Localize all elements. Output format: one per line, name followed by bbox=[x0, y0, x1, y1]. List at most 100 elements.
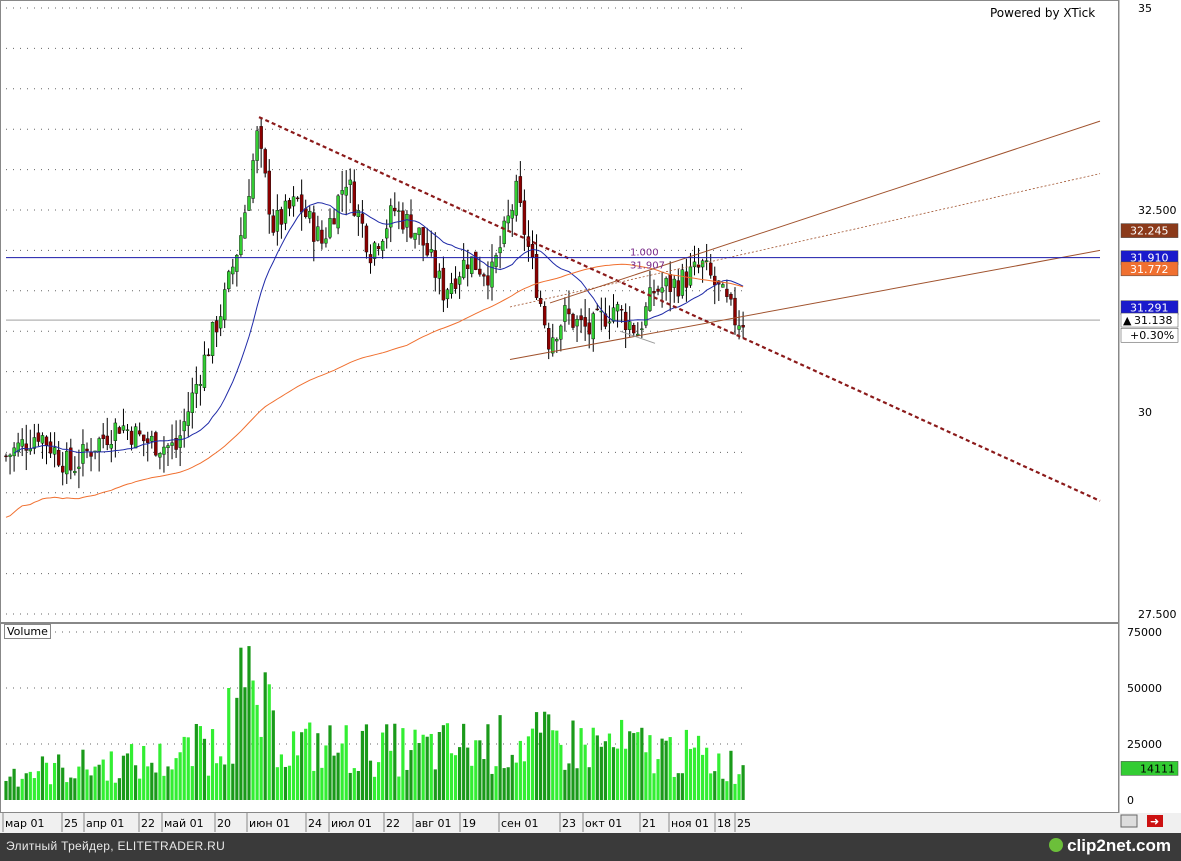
candle-body bbox=[166, 445, 170, 449]
volume-bar bbox=[583, 744, 587, 800]
volume-bar bbox=[721, 778, 725, 800]
volume-bar bbox=[656, 759, 660, 800]
volume-bar bbox=[571, 720, 575, 800]
volume-bar bbox=[308, 722, 312, 800]
volume-bar bbox=[32, 778, 36, 800]
footer-bar: Элитный Трейдер, ELITETRADER.RU clip2net… bbox=[0, 833, 1181, 861]
volume-bar bbox=[632, 733, 636, 800]
candle-body bbox=[186, 411, 190, 426]
date-axis-bg bbox=[0, 813, 1181, 833]
candle-body bbox=[190, 392, 195, 413]
candle-body bbox=[615, 304, 620, 312]
candle-body bbox=[453, 278, 458, 289]
candle-body bbox=[672, 278, 676, 288]
candle-body bbox=[271, 215, 275, 233]
candle-body bbox=[316, 226, 320, 241]
candle-body bbox=[299, 194, 304, 213]
volume-bar bbox=[12, 768, 16, 800]
candle-body bbox=[332, 218, 336, 225]
candle-body bbox=[684, 271, 689, 288]
volume-bar bbox=[138, 778, 142, 800]
volume-bar bbox=[291, 731, 296, 800]
volume-bar bbox=[356, 771, 360, 800]
last-price-marker-icon: ▲ bbox=[1123, 314, 1132, 327]
volume-bar bbox=[478, 740, 482, 800]
volume-bar bbox=[510, 754, 514, 800]
volume-bar bbox=[53, 762, 57, 800]
volume-bar bbox=[121, 755, 126, 800]
volume-bar bbox=[518, 740, 522, 800]
volume-bar bbox=[684, 729, 688, 800]
volume-tick-label: 75000 bbox=[1127, 626, 1162, 639]
volume-bar bbox=[283, 766, 288, 800]
volume-bar bbox=[352, 768, 356, 800]
candle-body bbox=[640, 328, 644, 331]
volume-bar bbox=[709, 773, 713, 800]
volume-tick-label: 25000 bbox=[1127, 738, 1162, 751]
fib-segment bbox=[619, 330, 656, 344]
price-tag bbox=[1120, 223, 1179, 238]
volume-panel-title: Volume bbox=[4, 624, 51, 639]
candle-body bbox=[267, 170, 271, 215]
candle-body bbox=[340, 190, 344, 195]
candle-body bbox=[56, 449, 61, 466]
candle-body bbox=[295, 197, 300, 200]
volume-bar bbox=[113, 782, 117, 800]
candle-body bbox=[482, 274, 486, 277]
candle-body bbox=[364, 225, 369, 253]
candle-body bbox=[733, 297, 737, 326]
volume-bar bbox=[417, 743, 421, 800]
volume-bar bbox=[409, 750, 413, 800]
volume-bar bbox=[300, 732, 304, 800]
candle-body bbox=[486, 275, 490, 286]
date-label: 25 bbox=[64, 817, 78, 830]
candle-body bbox=[510, 210, 514, 219]
candle-body bbox=[137, 430, 142, 435]
volume-bar bbox=[170, 769, 174, 800]
footer-caption: Элитный Трейдер, ELITETRADER.RU bbox=[6, 839, 226, 853]
date-label: 25 bbox=[737, 817, 751, 830]
candle-body bbox=[551, 337, 555, 354]
price-tick-label: 35 bbox=[1138, 2, 1152, 15]
volume-bar bbox=[287, 765, 292, 800]
candle-body bbox=[214, 320, 219, 333]
candle-body bbox=[227, 271, 231, 290]
candle-body bbox=[636, 333, 640, 336]
candle-body bbox=[526, 236, 531, 247]
volume-bar bbox=[158, 743, 162, 800]
volume-bar bbox=[688, 748, 693, 800]
candle-body bbox=[247, 196, 251, 211]
candle-body bbox=[218, 316, 223, 329]
candle-body bbox=[668, 274, 672, 292]
volume-bar bbox=[255, 704, 259, 800]
candle-body bbox=[4, 455, 8, 458]
date-label: июл 01 bbox=[331, 817, 372, 830]
logo-dot-icon bbox=[1049, 838, 1064, 852]
candle-body bbox=[660, 287, 664, 293]
candle-body bbox=[275, 210, 280, 232]
annotations: 1.000 31.907 bbox=[630, 248, 665, 272]
channel-lower-line bbox=[509, 249, 1101, 360]
exit-icon[interactable] bbox=[1147, 815, 1163, 827]
volume-bar bbox=[701, 754, 705, 800]
volume-bar bbox=[405, 769, 409, 800]
volume-bar bbox=[389, 750, 393, 800]
volume-bar bbox=[486, 724, 490, 800]
candle-body bbox=[474, 251, 478, 270]
axes: 35 32.500 30 27.500 75000 50000 25000 0 мар 01 25… bbox=[2, 2, 1177, 832]
candle-body bbox=[174, 438, 178, 450]
link-icon[interactable] bbox=[1120, 814, 1138, 828]
volume-bar bbox=[713, 771, 717, 800]
price-chart: 35 32.500 30 27.500 75000 50000 25000 0 мар 01 25… bbox=[0, 0, 1181, 833]
volume-bar bbox=[247, 646, 251, 800]
volume-bar bbox=[591, 727, 595, 800]
volume-bar bbox=[692, 747, 697, 800]
logo-text: clip2net.com bbox=[1067, 836, 1171, 855]
candle-body bbox=[725, 288, 729, 297]
price-tick-label: 32.500 bbox=[1138, 204, 1177, 217]
volume-bar bbox=[482, 759, 486, 800]
candle-body bbox=[162, 446, 166, 455]
candle-body bbox=[490, 261, 494, 288]
candle-body bbox=[20, 439, 24, 447]
volume-bar bbox=[555, 730, 559, 800]
